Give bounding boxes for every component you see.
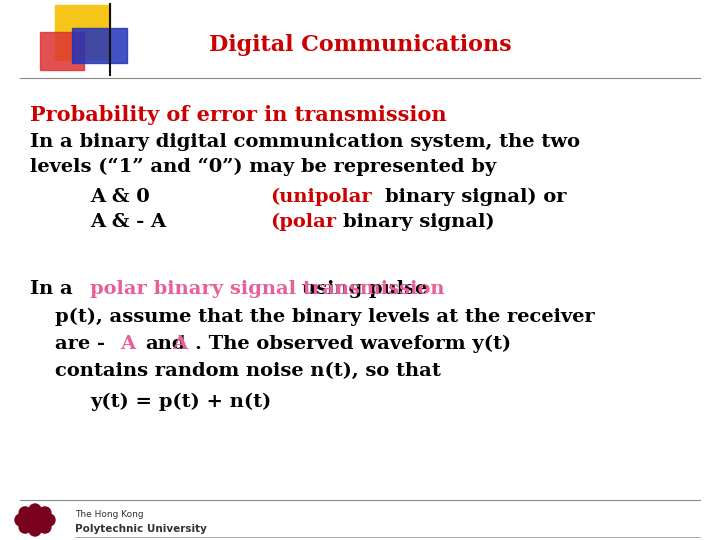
- Text: A: A: [120, 335, 135, 353]
- Text: Polytechnic University: Polytechnic University: [75, 524, 207, 534]
- Text: y(t) = p(t) + n(t): y(t) = p(t) + n(t): [90, 393, 271, 411]
- Circle shape: [19, 521, 31, 533]
- Text: binary signal): binary signal): [343, 213, 495, 231]
- Text: The Hong Kong: The Hong Kong: [75, 510, 143, 519]
- Text: A: A: [172, 335, 187, 353]
- Text: (polar: (polar: [270, 213, 336, 231]
- Bar: [55, 5, 110, 60]
- Circle shape: [39, 521, 51, 533]
- Text: polar binary signal transmission: polar binary signal transmission: [90, 280, 444, 298]
- Circle shape: [29, 524, 41, 536]
- Circle shape: [39, 507, 51, 519]
- Text: contains random noise n(t), so that: contains random noise n(t), so that: [55, 362, 441, 380]
- Text: Probability of error in transmission: Probability of error in transmission: [30, 105, 446, 125]
- Text: using pulse: using pulse: [302, 280, 428, 298]
- Text: p(t), assume that the binary levels at the receiver: p(t), assume that the binary levels at t…: [55, 308, 595, 326]
- Text: In a: In a: [30, 280, 73, 298]
- Circle shape: [29, 504, 41, 516]
- Circle shape: [15, 514, 27, 526]
- Text: (unipolar: (unipolar: [270, 188, 372, 206]
- Bar: [40, 32, 84, 70]
- Text: and: and: [145, 335, 186, 353]
- Bar: [72, 28, 127, 63]
- Text: are -: are -: [55, 335, 105, 353]
- Circle shape: [19, 507, 31, 519]
- Text: Digital Communications: Digital Communications: [209, 34, 511, 56]
- Text: A & 0: A & 0: [90, 188, 150, 206]
- Text: 香港理工大學: 香港理工大學: [75, 539, 112, 540]
- Circle shape: [28, 513, 42, 527]
- Text: . The observed waveform y(t): . The observed waveform y(t): [195, 335, 511, 353]
- Circle shape: [43, 514, 55, 526]
- Text: A & - A: A & - A: [90, 213, 166, 231]
- Text: binary signal) or: binary signal) or: [385, 188, 567, 206]
- Text: levels (“1” and “0”) may be represented by: levels (“1” and “0”) may be represented …: [30, 158, 496, 177]
- Text: In a binary digital communication system, the two: In a binary digital communication system…: [30, 133, 580, 151]
